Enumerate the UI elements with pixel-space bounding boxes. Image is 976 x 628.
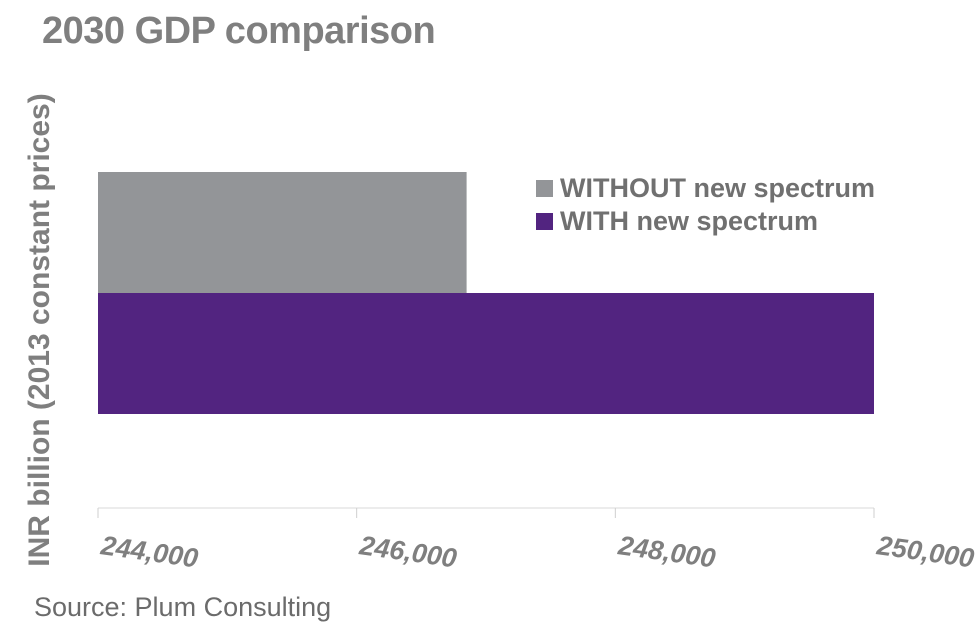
- legend-item-without: WITHOUT new spectrum: [536, 172, 875, 205]
- x-tick-label: 248,000: [616, 530, 718, 573]
- legend-label-without: WITHOUT new spectrum: [560, 173, 876, 203]
- x-tick-label: 246,000: [357, 530, 459, 573]
- legend: WITHOUT new spectrum WITH new spectrum: [536, 172, 875, 238]
- legend-label-with: WITH new spectrum: [560, 206, 819, 236]
- x-tick-label: 250,000: [874, 530, 976, 573]
- legend-swatch-with: [536, 213, 553, 230]
- legend-item-with: WITH new spectrum: [536, 205, 875, 238]
- chart-title: 2030 GDP comparison: [42, 10, 436, 52]
- source-note: Source: Plum Consulting: [34, 592, 332, 622]
- bar-without-new-spectrum: [98, 172, 467, 293]
- bar-with-new-spectrum: [98, 293, 874, 414]
- legend-swatch-without: [536, 180, 553, 197]
- x-tick-label: 244,000: [98, 530, 200, 573]
